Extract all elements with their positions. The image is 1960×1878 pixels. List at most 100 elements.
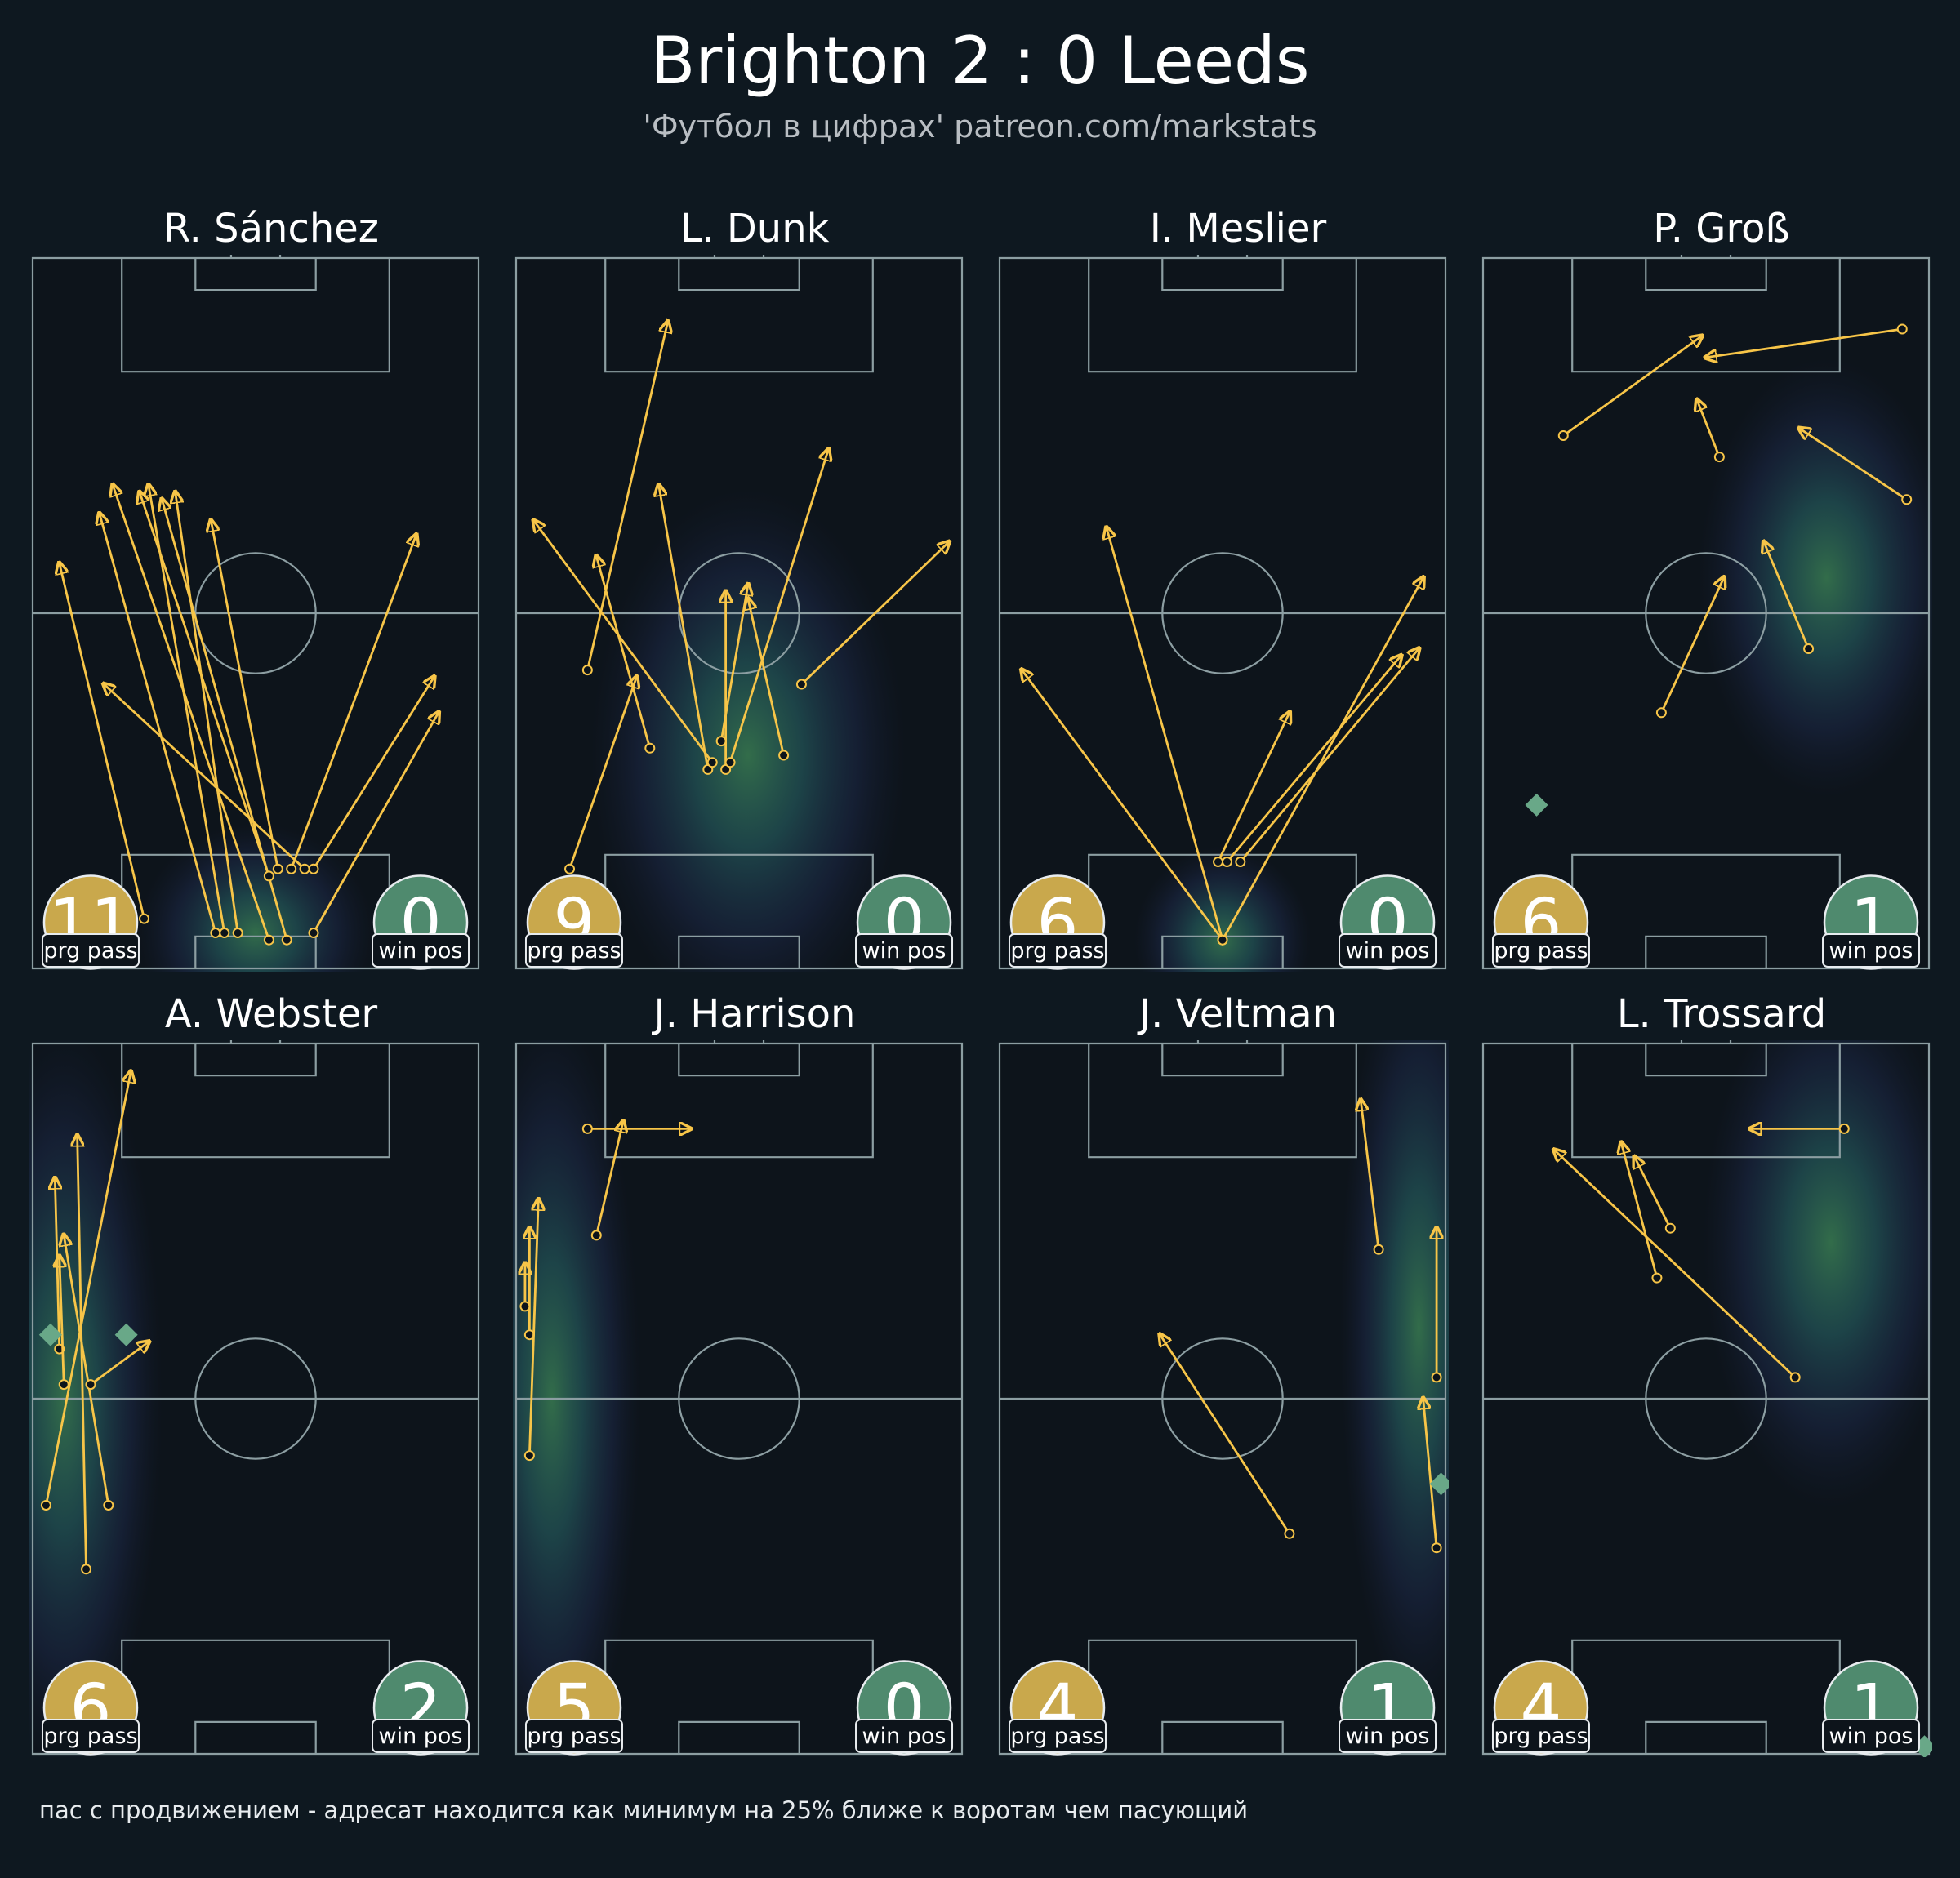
- progressive-pass-arrow: [78, 1136, 87, 1569]
- progressive-pass-arrow: [1621, 1143, 1659, 1279]
- player-panel: L. Trossard 4 prg pass 1 win pos: [1480, 991, 1960, 1757]
- player-name: L. Trossard: [1616, 991, 1827, 1037]
- pass-origin-point: [1651, 1272, 1663, 1284]
- goal-top: [1196, 255, 1249, 258]
- win-possession-marker: [1913, 1735, 1932, 1757]
- six-yard-box-top: [1645, 1044, 1767, 1077]
- pass-origin-point: [1217, 934, 1228, 946]
- prg-pass-label-box: [1491, 1719, 1590, 1753]
- prg-pass-label: prg pass: [527, 938, 621, 963]
- pass-origin-point: [281, 934, 292, 946]
- player-name: J. Veltman: [1138, 991, 1338, 1037]
- pass-origin-point: [308, 863, 319, 874]
- goal-top: [713, 1040, 765, 1044]
- prg-pass-label-box: [41, 933, 140, 968]
- heatmap-density: [590, 489, 906, 972]
- player-name: A. Webster: [164, 991, 378, 1037]
- win-pos-label-box: [372, 1719, 470, 1753]
- progressive-pass-arrow: [1022, 670, 1224, 941]
- six-yard-box-bottom: [678, 935, 800, 968]
- progressive-pass-arrow: [45, 1072, 131, 1506]
- progressive-pass-arrow: [90, 1342, 149, 1386]
- prg-pass-label-box: [1008, 933, 1107, 968]
- footnote: пас с продвижением - адресат находится к…: [39, 1796, 1249, 1824]
- six-yard-box-top: [1645, 258, 1767, 291]
- pass-origin-point: [286, 863, 297, 874]
- pass-origin-point: [210, 928, 221, 938]
- centre-circle: [678, 552, 800, 674]
- progressive-pass-arrow: [1217, 713, 1290, 863]
- heatmap-density: [1134, 846, 1312, 972]
- six-yard-box-bottom: [1161, 1720, 1284, 1754]
- pass-origin-point: [263, 934, 274, 946]
- prg-pass-label-box: [524, 1719, 623, 1753]
- pass-origin-point: [1373, 1244, 1384, 1255]
- centre-circle: [1645, 1337, 1767, 1460]
- win-pos-label-box: [855, 1719, 954, 1753]
- progressive-pass-arrow: [211, 521, 279, 870]
- penalty-area-top: [121, 258, 390, 373]
- progressive-pass-arrow: [176, 492, 239, 933]
- pitch-boundary: [514, 256, 964, 970]
- centre-circle: [194, 552, 317, 674]
- progressive-pass-arrow: [659, 485, 710, 770]
- win-possession-marker: [1429, 1472, 1449, 1496]
- prg-pass-label: prg pass: [1494, 938, 1588, 963]
- pass-origin-point: [715, 736, 727, 747]
- player-panel: R. Sánchez 11 prg pass 0 win pos: [29, 206, 513, 972]
- progressive-pass-arrow: [1764, 542, 1810, 650]
- six-yard-box-top: [678, 1044, 800, 1077]
- chart-title: Brighton 2 : 0 Leeds: [650, 23, 1310, 99]
- progressive-pass-arrow: [595, 1122, 623, 1236]
- goal-top: [713, 255, 765, 258]
- pass-origin-point: [795, 679, 807, 690]
- progressive-pass-arrow: [1160, 1335, 1291, 1535]
- pass-origin-point: [1901, 494, 1913, 505]
- progressive-pass-arrow: [1562, 336, 1701, 437]
- progressive-pass-arrow: [1635, 1157, 1672, 1229]
- pass-origin-point: [58, 1379, 69, 1391]
- pass-origin-point: [308, 928, 319, 938]
- six-yard-box-bottom: [194, 1720, 317, 1754]
- chart-subtitle: 'Футбол в цифрах' patreon.com/markstats: [643, 109, 1317, 145]
- pass-origin-point: [724, 757, 736, 768]
- player-panel: L. Dunk 9 prg pass 0 win pos: [513, 206, 996, 972]
- centre-circle: [1161, 1337, 1284, 1460]
- pass-origin-point: [1431, 1372, 1442, 1383]
- pass-origin-point: [1803, 643, 1815, 654]
- prg-pass-label: prg pass: [1010, 1724, 1104, 1749]
- progressive-pass-arrow: [1660, 578, 1723, 714]
- penalty-area-top: [604, 1044, 874, 1159]
- pass-origin-point: [40, 1500, 51, 1511]
- pass-origin-point: [232, 928, 243, 938]
- player-panel: P. Groß 6 prg pass 1 win pos: [1480, 206, 1960, 970]
- six-yard-box-top: [1161, 1044, 1284, 1077]
- progressive-pass-arrow: [100, 514, 217, 933]
- pass-origin-point: [272, 863, 283, 874]
- pass-origin-point: [103, 1500, 114, 1511]
- pitch-boundary: [31, 1042, 480, 1756]
- pass-origin-point: [299, 863, 310, 874]
- progressive-pass-arrow: [534, 521, 714, 763]
- centre-circle: [1645, 552, 1767, 674]
- win-possession-marker: [1525, 793, 1548, 817]
- progressive-pass-arrow: [104, 684, 306, 870]
- six-yard-box-top: [678, 258, 800, 291]
- progressive-pass-arrow: [312, 713, 439, 934]
- progressive-pass-arrow: [290, 535, 416, 870]
- pass-origin-point: [1557, 430, 1569, 441]
- progressive-pass-arrow: [1226, 656, 1401, 863]
- progressive-pass-arrow: [1361, 1101, 1380, 1250]
- win-pos-label: win pos: [1829, 1724, 1913, 1749]
- progressive-pass-arrow: [113, 485, 270, 941]
- pass-origin-point: [590, 1230, 602, 1241]
- player-name: L. Dunk: [679, 206, 830, 251]
- win-pos-label: win pos: [379, 938, 463, 963]
- win-pos-label: win pos: [862, 938, 947, 963]
- progressive-pass-arrow: [568, 677, 637, 870]
- player-name: I. Meslier: [1149, 206, 1327, 251]
- win-pos-label-box: [372, 933, 470, 968]
